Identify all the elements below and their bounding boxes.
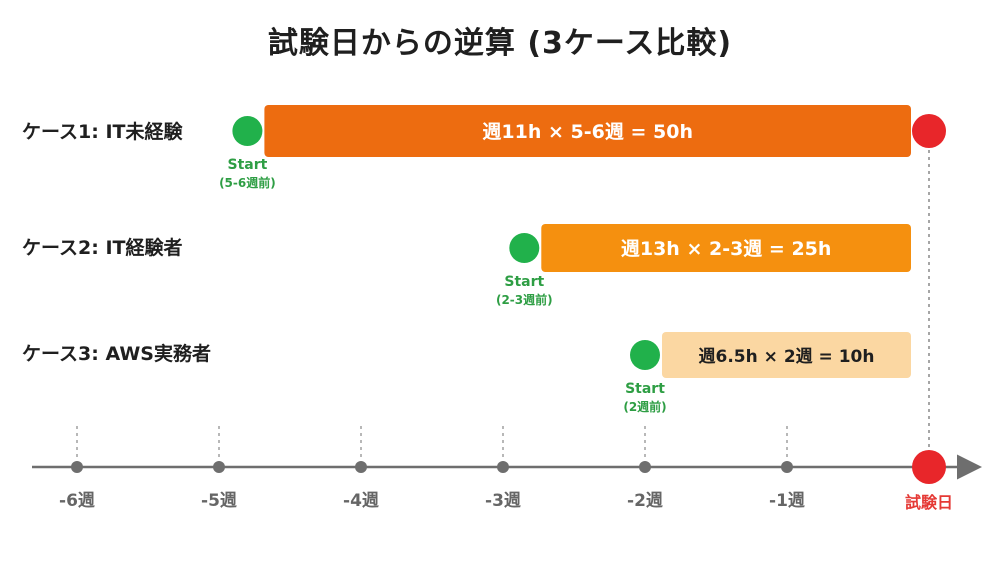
case-label-2: ケース2: IT経験者 <box>22 236 183 259</box>
start-label-3: Start <box>625 381 665 397</box>
case-bar-text-2: 週13h × 2-3週 = 25h <box>621 238 832 260</box>
tick-label-1: -6週 <box>59 491 95 511</box>
start-label-2: Start <box>504 274 544 290</box>
start-sub-label-2: (2-3週前) <box>496 292 553 307</box>
tick-label-6: -1週 <box>769 491 805 511</box>
case-row-2: ケース2: IT経験者 週13h × 2-3週 = 25h Start (2-3… <box>22 224 911 307</box>
axis-ticks: -6週 -5週 -4週 -3週 -2週 -1週 <box>59 426 805 511</box>
start-marker-1 <box>232 116 263 146</box>
exam-day-marker <box>912 450 946 484</box>
case-row-1: ケース1: IT未経験 週11h × 5-6週 = 50h Start (5-6… <box>22 105 946 190</box>
start-label-1: Start <box>227 157 267 173</box>
case-bar-2 <box>541 224 911 272</box>
case-bar-3 <box>662 332 911 378</box>
page-title: 試験日からの逆算 (3ケース比較) <box>267 26 733 61</box>
tick-label-5: -2週 <box>627 491 663 511</box>
start-marker-3 <box>630 340 660 370</box>
exam-marker-case-1 <box>912 114 946 148</box>
case-label-3: ケース3: AWS実務者 <box>22 342 211 365</box>
tick-dot-5 <box>639 461 651 473</box>
start-sub-label-1: (5-6週前) <box>219 175 276 190</box>
tick-dot-1 <box>71 461 83 473</box>
tick-dot-4 <box>497 461 509 473</box>
case-bar-text-1: 週11h × 5-6週 = 50h <box>482 121 693 143</box>
tick-dot-6 <box>781 461 793 473</box>
tick-label-4: -3週 <box>485 491 521 511</box>
case-label-1: ケース1: IT未経験 <box>22 120 184 143</box>
tick-dot-3 <box>355 461 367 473</box>
case-row-3: ケース3: AWS実務者 週6.5h × 2週 = 10h Start (2週前… <box>22 332 911 414</box>
tick-label-3: -4週 <box>343 491 379 511</box>
start-sub-label-3: (2週前) <box>623 399 666 414</box>
tick-label-2: -5週 <box>201 491 237 511</box>
case-bar-text-3: 週6.5h × 2週 = 10h <box>699 347 875 367</box>
tick-dot-2 <box>213 461 225 473</box>
start-marker-2 <box>509 233 540 263</box>
exam-day-label: 試験日 <box>905 493 953 512</box>
case-bar-1 <box>264 105 911 157</box>
